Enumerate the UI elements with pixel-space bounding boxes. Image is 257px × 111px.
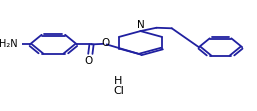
Text: H: H <box>114 76 122 86</box>
Text: Cl: Cl <box>114 86 125 96</box>
Text: H₂N: H₂N <box>0 39 18 49</box>
Text: O: O <box>84 56 93 66</box>
Text: N: N <box>137 20 144 30</box>
Text: O: O <box>101 38 109 48</box>
